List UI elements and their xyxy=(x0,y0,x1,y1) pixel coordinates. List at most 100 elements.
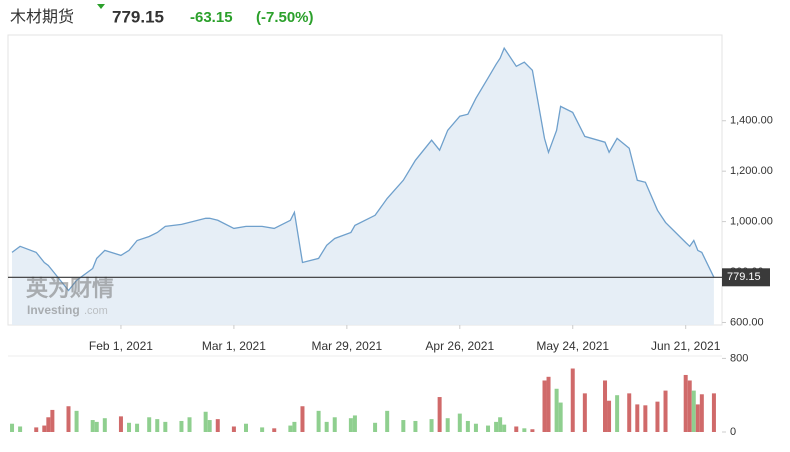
volume-bar xyxy=(348,418,353,432)
volume-bar xyxy=(570,368,575,432)
price-area xyxy=(12,48,714,325)
volume-bar xyxy=(34,427,39,432)
watermark-brand: 英为财情 xyxy=(26,276,114,301)
volume-bar xyxy=(215,419,220,432)
volume-bar xyxy=(695,404,700,432)
volume-bar xyxy=(635,404,640,432)
volume-bar xyxy=(118,416,123,432)
volume-bar xyxy=(187,417,192,432)
price-line xyxy=(11,46,715,292)
volume-bar xyxy=(163,421,168,432)
volume-bar xyxy=(66,406,71,432)
volume-bar xyxy=(445,418,450,432)
volume-bar xyxy=(50,409,55,432)
x-tick-label: May 24, 2021 xyxy=(536,339,609,353)
volume-bar xyxy=(615,395,620,432)
volume-bar xyxy=(135,423,140,432)
plot-area xyxy=(11,46,726,329)
y-tick-label: 1,400.00 xyxy=(730,115,773,127)
x-tick-label: Mar 29, 2021 xyxy=(311,339,382,353)
volume-bar xyxy=(457,413,462,432)
y-tick-label: 600.00 xyxy=(730,316,764,328)
last-price-box xyxy=(722,268,770,287)
watermark-domain: .com xyxy=(84,305,108,317)
volume-bar xyxy=(102,418,107,432)
price-change: -63.15 xyxy=(190,9,233,26)
volume-bar xyxy=(643,405,648,432)
volume-bar xyxy=(627,393,632,432)
volume-bar xyxy=(94,421,99,432)
x-tick-label: Mar 1, 2021 xyxy=(202,339,266,353)
volume-bar xyxy=(699,394,704,432)
volume-bar xyxy=(288,425,293,432)
y-tick-label: 1,200.00 xyxy=(730,165,773,177)
volume-bar xyxy=(603,380,608,432)
volume-bar xyxy=(691,390,696,432)
volume-bar xyxy=(203,411,208,432)
volume-bar xyxy=(465,420,470,432)
instrument-title: 木材期货 xyxy=(10,8,74,26)
volume-bar xyxy=(401,420,406,432)
volume-bar xyxy=(486,425,491,432)
volume-bar xyxy=(413,420,418,432)
volume-bar xyxy=(244,423,248,432)
volume-bar xyxy=(437,397,442,432)
volume-bar xyxy=(10,423,15,432)
volume-bar xyxy=(352,415,357,432)
down-icon xyxy=(97,4,105,9)
volume-bar xyxy=(473,423,478,432)
volume-bar xyxy=(74,410,79,432)
volume-bar xyxy=(46,417,51,432)
y-tick-label: 1,000.00 xyxy=(730,216,773,228)
volume-bar xyxy=(687,380,692,432)
watermark: 英为财情 Investing .com xyxy=(26,276,114,317)
volume-bar xyxy=(207,420,212,432)
volume-bar xyxy=(147,417,152,432)
volume-bar xyxy=(498,417,503,432)
volume-bar xyxy=(711,393,716,432)
volume-bar xyxy=(292,421,297,432)
volume-bar xyxy=(260,427,265,432)
volume-bar xyxy=(494,421,499,432)
volume-bar xyxy=(530,429,535,432)
x-tick-label: Jun 21, 2021 xyxy=(651,339,721,353)
volume-bar xyxy=(373,422,378,432)
volume-bar xyxy=(429,419,434,432)
x-tick-label: Feb 1, 2021 xyxy=(89,339,153,353)
volume-bar xyxy=(663,390,668,432)
volume-bar xyxy=(607,400,612,432)
price-change-pct: (-7.50%) xyxy=(256,9,314,26)
volume-bar xyxy=(546,376,551,432)
volume-bar xyxy=(155,419,160,432)
volume-bar xyxy=(558,402,563,432)
volume-bar xyxy=(90,420,95,432)
volume-bar xyxy=(655,401,660,432)
volume-bar xyxy=(231,426,236,432)
volume-bar xyxy=(582,393,587,432)
volume-bar xyxy=(324,421,329,432)
last-price: 779.15 xyxy=(112,7,164,26)
volume-bar xyxy=(18,426,23,432)
volume-bar xyxy=(316,410,321,432)
volume-bar xyxy=(554,388,559,432)
overlay: 600.00800.001,000.001,200.001,400.00Feb … xyxy=(8,115,773,438)
volume-tick-label: 0 xyxy=(730,426,736,438)
volume-tick-label: 800 xyxy=(730,352,748,364)
volume-bar xyxy=(332,417,337,432)
volume-bar xyxy=(683,374,688,432)
volume-bar xyxy=(127,422,132,432)
volume-bar xyxy=(300,406,305,432)
last-price-label: 779.15 xyxy=(727,271,761,283)
volume-bar xyxy=(385,410,390,432)
volume-bar xyxy=(514,426,519,432)
volume-bar xyxy=(179,420,184,432)
volume-bar xyxy=(522,428,527,432)
x-tick-label: Apr 26, 2021 xyxy=(425,339,494,353)
volume-bar xyxy=(542,380,547,432)
volume-bar xyxy=(272,428,277,432)
volume-bar xyxy=(42,425,47,432)
volume-bar xyxy=(502,424,507,432)
watermark-site: Investing xyxy=(27,303,80,317)
